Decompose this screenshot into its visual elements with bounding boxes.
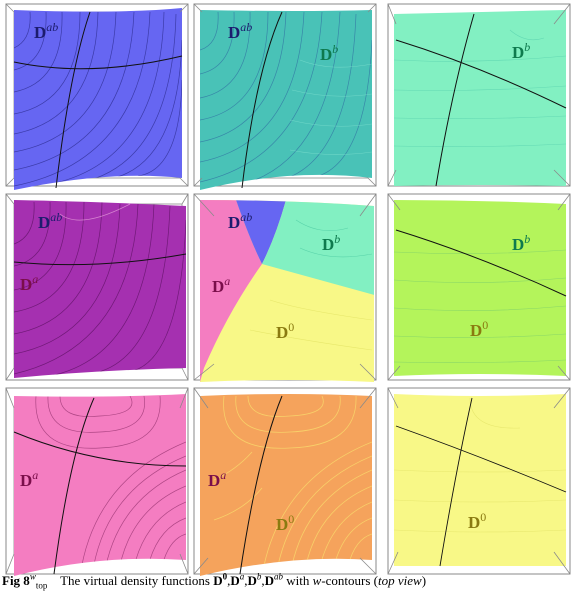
label-d-b: Db [320, 42, 338, 64]
panel-3-3: D0 [387, 387, 571, 575]
panel-2-3: Db D0 [387, 193, 571, 381]
surface-blue [14, 8, 182, 190]
label-d-ab: Dab [228, 210, 252, 232]
label-d-a: Da [20, 272, 38, 294]
caption-d0: D0 [213, 571, 228, 588]
label-d-ab: Dab [34, 20, 58, 42]
caption-db: Db [247, 571, 262, 588]
caption-da: Da [230, 571, 245, 588]
caption-text-2: with [286, 573, 310, 588]
surface-orange [200, 394, 372, 576]
surface-yellow [394, 394, 566, 566]
panel-1-3: Db [387, 3, 571, 187]
label-d-a: Da [208, 468, 226, 490]
region-d-b [262, 200, 374, 296]
panel-2-2: Dab Db Da D0 [193, 193, 377, 382]
label-d-a: Da [212, 274, 230, 296]
region-d-ab [236, 200, 286, 264]
caption-dab: Dab [264, 571, 284, 588]
label-d-ab: Dab [38, 210, 62, 232]
panel-3-1: Da [5, 387, 189, 576]
surface-mint [394, 10, 566, 186]
surface-pink [14, 394, 186, 576]
caption-text-1: The virtual density functions [60, 573, 210, 588]
label-d-0: D0 [276, 512, 294, 534]
caption-text-4: ) [421, 573, 427, 588]
figure-number: Fig 8wtop [2, 571, 48, 591]
caption-w: w [312, 573, 322, 588]
label-d-a: Da [20, 468, 38, 490]
label-d-ab: Dab [228, 20, 252, 42]
label-d-b: Db [512, 232, 530, 254]
panel-2-1: Dab Da [5, 193, 189, 381]
panel-3-2: Da D0 [193, 387, 377, 576]
caption-view: top view [378, 573, 422, 588]
panel-1-2: Dab Db [193, 3, 377, 190]
label-d-b: Db [512, 40, 530, 62]
caption-text-3: -contours ( [321, 573, 378, 588]
surface-teal [200, 10, 372, 190]
surface-lime [394, 200, 566, 376]
region-d-a [200, 200, 262, 382]
panel-1-1: Dab [5, 3, 189, 190]
figure-caption: Fig 8wtop The virtual density functions … [2, 571, 427, 591]
label-d-0: D0 [276, 320, 294, 342]
label-d-0: D0 [470, 318, 488, 340]
label-d-b: Db [322, 232, 340, 254]
label-d-0: D0 [468, 510, 486, 532]
